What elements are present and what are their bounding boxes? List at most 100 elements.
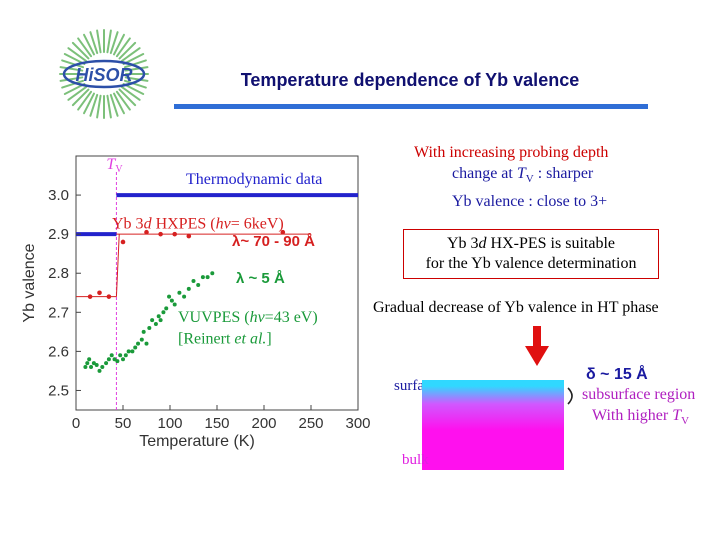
x-tick-label: 200 [251,415,276,432]
vuvpes-point [139,337,144,342]
hxpes-label-part: Yb 3 [112,215,144,232]
logo-ray [77,90,93,111]
vuvpes-point [97,368,102,373]
logo-ray [106,29,112,54]
logo-ray [89,93,99,117]
hxpes-suitable-box: Yb 3d HX-PES is suitable for the Yb vale… [403,229,659,279]
logo-ray [106,94,112,119]
vuvpes-point [87,357,92,362]
logo-ray [71,41,90,60]
vuvpes-point [153,322,158,327]
vuvpes-point [106,357,111,362]
vuvpes-point [100,365,105,370]
note-probing-depth: With increasing probing depth [414,144,609,161]
vuvpes-point [118,353,123,358]
vuvpes-ref-label: [Reinert et al.] [178,331,272,348]
vuvpes-point [161,310,166,315]
hxpes-point [158,231,163,237]
vuvpes-point [83,365,88,370]
x-axis-label: Temperature (K) [139,433,255,450]
higher-tv-label: With higher TV [592,407,689,427]
lambda-hx-label: λ~ 70 - 90 Å [232,233,315,250]
logo-ray [77,37,93,58]
y-tick-label: 3.0 [48,187,69,204]
x-tick-label: 0 [72,415,80,432]
logo-ray [123,79,147,89]
logo-ray [71,88,90,107]
logo-ray [123,59,147,69]
vuvpes-point [121,357,125,362]
hxpes-step-line [115,234,120,297]
x-tick-label: 100 [157,415,182,432]
box-text-d: d [478,235,487,252]
vuvpes-point [177,290,182,295]
x-tick-label: 300 [345,415,370,432]
bulk-label: bulk [402,452,429,468]
vuvpes-label: VUVPES (hν=43 eV) [178,309,318,326]
vuvpes-point [191,279,196,284]
vuvpes-point [141,329,146,334]
hisor-logo: HiSOR [59,29,149,119]
hxpes-label-part: hν [216,215,232,232]
logo-ray [120,47,141,63]
vuvpes-point [158,318,163,323]
vuvpes-point [205,275,210,280]
logo-ray [112,92,125,115]
box-text-a: Yb 3 [446,235,479,252]
note-valence-close: Yb valence : close to 3+ [452,193,608,210]
hxpes-point [172,231,177,237]
hxpes-point [280,229,286,235]
hxpes-point [120,239,126,245]
vuvpes-point [94,363,99,368]
logo-ray [115,90,131,111]
vuvpes-point [156,314,161,319]
vuvpes-ref-part: [Reinert [178,331,234,348]
vuvpes-point [150,318,155,323]
vuvpes-ref-part: ] [266,331,271,348]
vuvpes-point [109,353,114,358]
note-change-at-tv: change at TV : sharper [452,165,593,185]
subsurface-label: subsurface region [582,386,696,403]
y-tick-label: 2.6 [48,343,69,360]
logo-ray [61,59,85,69]
vuvpes-label-part: =43 eV) [265,309,318,326]
vuvpes-point [172,302,177,307]
vuvpes-ref-part: et al. [234,331,266,348]
logo-ray [118,41,137,60]
hxpes-point [87,294,93,299]
vuvpes-label-part: VUVPES ( [178,309,250,326]
vuvpes-point [112,357,117,362]
vuvpes-point [169,298,174,303]
hxpes-label-part: HXPES ( [152,215,216,232]
vuvpes-point [85,361,90,366]
note-change-prefix: change at [452,165,517,182]
x-tick-label: 250 [298,415,323,432]
hxpes-point [97,290,102,296]
hxpes-label: Yb 3d HXPES (hν= 6keV) [112,215,284,232]
logo-ray [61,79,85,89]
tv-symbol: T [516,165,526,182]
depth-gradient-block [422,380,564,470]
vuvpes-point [164,306,169,311]
vuvpes-point [104,361,109,366]
note-gradual-decrease: Gradual decrease of Yb valence in HT pha… [373,299,659,316]
higher-text: With higher [592,407,673,424]
x-tick-label: 50 [115,415,132,432]
y-tick-label: 2.7 [48,304,69,321]
down-arrow-icon [525,326,549,366]
vuvpes-point [182,294,187,299]
vuvpes-point [147,325,152,330]
logo-ray [96,29,102,54]
logo-ray [124,66,149,72]
logo-ray [83,33,96,56]
tv-subscript: V [525,173,534,186]
logo-text: HiSOR [75,65,132,85]
vuvpes-point [126,349,131,354]
hxpes-point [186,233,192,239]
logo-ray [59,76,84,82]
logo-ray [109,31,119,55]
vuvpes-point [130,349,135,354]
lambda-vuv-label: λ ~ 5 Å [236,270,285,287]
tv-label-subscript: V [115,164,123,175]
note-change-suffix: : sharper [533,165,594,182]
